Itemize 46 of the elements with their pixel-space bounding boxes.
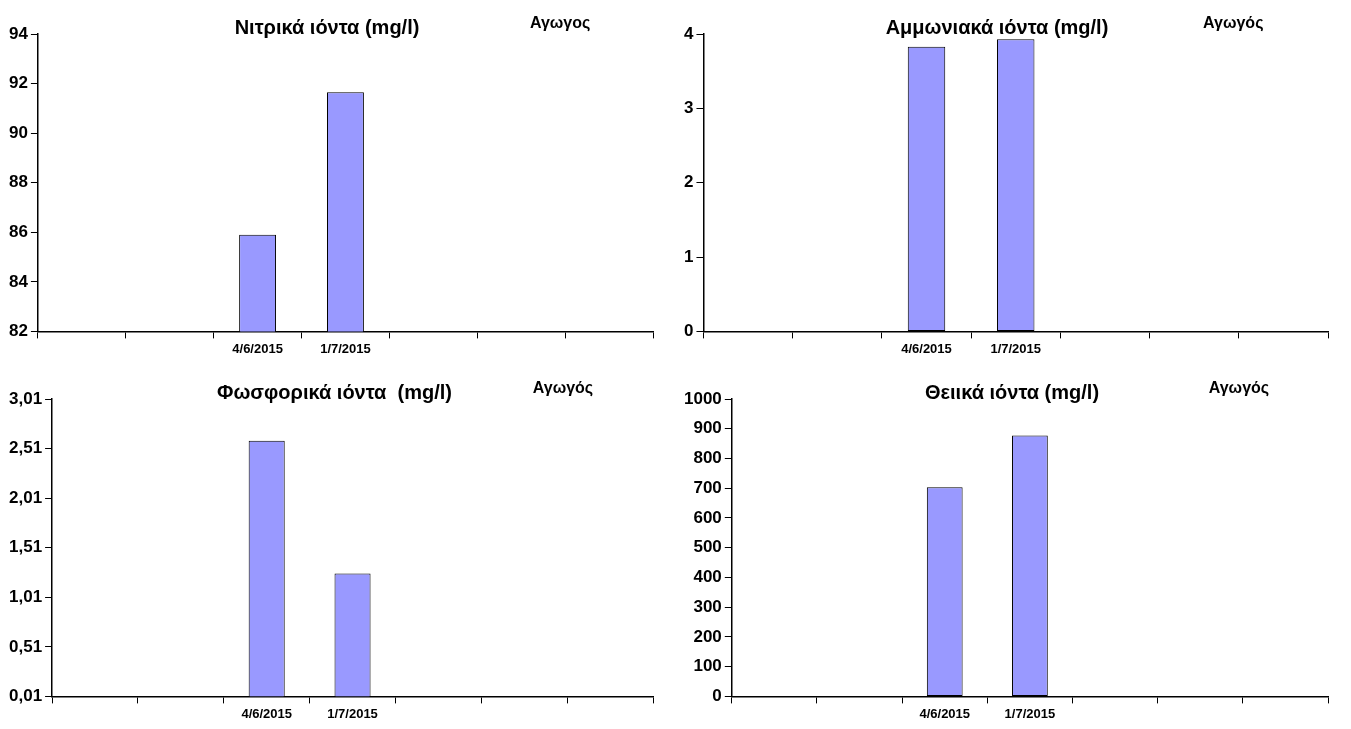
y-tick-label: 300: [693, 596, 722, 616]
chart-title: Φωσφορικά ιόντα (mg/l): [217, 380, 452, 403]
x-tick-label: 1/7/2015: [1004, 705, 1056, 721]
y-tick-label: 0: [683, 321, 694, 341]
y-tick-label: 86: [8, 221, 28, 241]
chart-title: Θειικά ιόντα (mg/l): [924, 380, 1100, 403]
y-tick-label: 700: [693, 477, 722, 497]
x-tick-label: 4/6/2015: [901, 340, 952, 356]
y-tick-label: 1,51: [8, 537, 43, 557]
text: Αγωγος: [529, 14, 591, 33]
y-tick-label: 88: [8, 172, 28, 192]
y-tick-label: 800: [693, 448, 722, 468]
y-tick-label: 900: [693, 418, 722, 438]
y-tick-label: 94: [8, 23, 29, 43]
y-tick-label: 0,51: [8, 636, 43, 656]
x-tick-label: 4/6/2015: [232, 340, 283, 356]
y-tick-label: 0,01: [8, 686, 43, 706]
y-tick-label: 500: [693, 537, 722, 557]
chart-title: Αμμωνιακά ιόντα (mg/l): [885, 15, 1109, 38]
x-tick-label: 4/6/2015: [919, 705, 971, 721]
y-tick-label: 84: [8, 271, 29, 291]
y-tick-label: 3,01: [8, 388, 43, 408]
x-tick-label: 1/7/2015: [320, 340, 371, 356]
text: Αγωγός: [1208, 379, 1270, 398]
y-tick-label: 0: [712, 686, 722, 706]
y-tick-label: 400: [693, 567, 722, 587]
y-tick-label: 600: [693, 507, 722, 527]
y-tick-label: 2,51: [8, 438, 43, 458]
y-tick-label: 1000: [683, 388, 722, 408]
chart-title: Νιτρικά ιόντα (mg/l): [234, 15, 420, 38]
y-tick-label: 90: [8, 122, 28, 142]
x-tick-label: 4/6/2015: [241, 705, 292, 721]
y-tick-label: 4: [683, 23, 694, 43]
y-tick-label: 92: [8, 73, 28, 93]
y-tick-label: 200: [693, 626, 722, 646]
y-tick-label: 2,01: [8, 487, 43, 507]
text: Αγωγός: [1203, 14, 1264, 33]
y-tick-label: 3: [683, 98, 694, 118]
x-tick-label: 1/7/2015: [327, 705, 378, 721]
x-tick-label: 1/7/2015: [990, 340, 1042, 356]
text: Αγωγός: [532, 379, 594, 398]
y-tick-label: 82: [8, 321, 28, 341]
y-tick-label: 100: [693, 656, 722, 676]
y-tick-label: 1: [683, 246, 694, 266]
y-tick-label: 2: [683, 172, 694, 192]
y-tick-label: 1,01: [8, 586, 43, 606]
